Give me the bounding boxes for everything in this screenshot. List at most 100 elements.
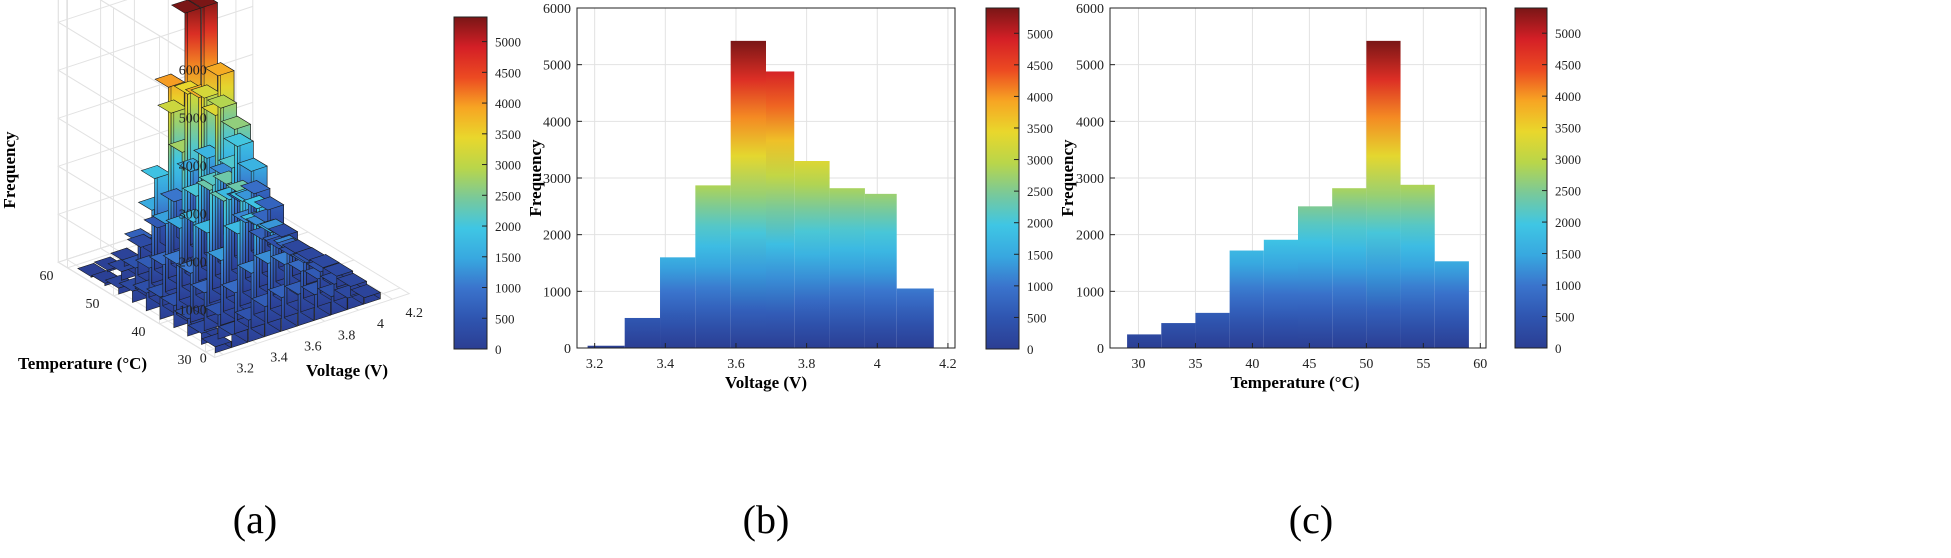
colorbar-tick-label: 4500	[495, 65, 521, 80]
histogram-bar	[1400, 184, 1435, 348]
histogram-bar	[766, 71, 795, 348]
y-tick-label: 4000	[1076, 115, 1104, 130]
histogram-bar	[660, 257, 696, 348]
colorbar-tick-label: 2000	[1027, 216, 1053, 231]
z-tick-label: 3000	[179, 207, 207, 222]
histogram-bar	[624, 317, 661, 348]
histogram-bar	[587, 345, 625, 348]
y-tick-label: 30	[178, 353, 192, 368]
x-tick-label: 35	[1188, 357, 1202, 372]
bar3d-top-face	[239, 180, 271, 195]
histogram-bar	[1298, 206, 1333, 348]
panel-b-xlabel: Voltage (V)	[725, 373, 807, 392]
z-tick-label: 0	[200, 351, 207, 366]
colorbar-tick-label: 2500	[495, 188, 521, 203]
panel-a-colorbar: 0 500 1000 1500 2000 2500 3000 3500 4000 4500 5000	[453, 16, 521, 357]
grid-line	[66, 0, 224, 356]
x-tick-label: 4	[377, 317, 384, 332]
y-tick-label: 1000	[543, 285, 571, 300]
bar3d-top-face	[267, 223, 299, 238]
z-tick-label: 6000	[179, 63, 207, 78]
panel-b-label: (b)	[743, 497, 790, 542]
y-tick-label: 6000	[1076, 2, 1104, 17]
x-tick-label: 3.6	[304, 339, 322, 354]
grid-line	[99, 0, 215, 70]
colorbar-tick-label: 1500	[495, 250, 521, 265]
colorbar-tick-label: 4500	[1027, 58, 1053, 73]
panel-b-ylabel: Frequency	[526, 139, 545, 217]
colorbar-tick-label: 0	[1027, 342, 1034, 357]
x-tick-label: 3.2	[586, 357, 604, 372]
y-tick-label: 2000	[1076, 229, 1104, 244]
colorbar-tick-label: 2500	[1555, 184, 1581, 199]
y-tick-label: 4000	[543, 115, 571, 130]
x-tick-label: 4.2	[939, 357, 957, 372]
y-tick-label: 0	[1097, 342, 1104, 357]
histogram-bar	[1263, 239, 1298, 348]
x-tick-label: 3.4	[657, 357, 675, 372]
bar3d-top-face	[126, 233, 158, 248]
bar3d-top-face	[237, 157, 268, 172]
x-tick-label: 30	[1131, 357, 1145, 372]
y-tick-label: 0	[564, 342, 571, 357]
histogram-bar	[1127, 334, 1162, 348]
bar3d-top-face	[170, 0, 202, 14]
panel-c-plot: 0 1000 2000 3000 4000 5000 6000 30 35 40 45 50 55 60	[1076, 2, 1487, 372]
y-tick-label: 5000	[1076, 59, 1104, 74]
panel-c-colorbar: 0 500 1000 1500 2000 2500 3000 3500 4000 4500 5000	[1514, 7, 1581, 356]
colorbar-tick-label: 3000	[495, 158, 521, 173]
panel-a-zlabel: Frequency	[0, 131, 19, 209]
histogram-bar	[1366, 40, 1401, 348]
histogram-bar	[1229, 250, 1264, 348]
histogram-bar	[730, 40, 766, 348]
bar3d-top-face	[350, 284, 382, 299]
x-tick-label: 4.2	[406, 306, 424, 321]
z-tick-label: 4000	[179, 159, 207, 174]
colorbar-gradient	[453, 16, 488, 350]
colorbar-tick-label: 500	[495, 311, 515, 326]
bar3d-top-face	[154, 73, 185, 88]
x-tick-label: 3.2	[236, 362, 254, 377]
colorbar-tick-label: 0	[1555, 341, 1562, 356]
panel-c-ylabel: Frequency	[1058, 139, 1077, 217]
colorbar-tick-label: 3500	[1555, 121, 1581, 136]
x-tick-label: 3.8	[338, 328, 356, 343]
histogram-bar	[695, 185, 731, 348]
colorbar-tick-label: 2000	[1555, 215, 1581, 230]
z-tick-label: 1000	[179, 303, 207, 318]
colorbar-tick-label: 500	[1555, 310, 1575, 325]
y-tick-label: 3000	[543, 172, 571, 187]
x-tick-label: 55	[1416, 357, 1430, 372]
panel-b-colorbar: 0 500 1000 1500 2000 2500 3000 3500 4000 4500 5000	[985, 7, 1053, 357]
panel-b-plot: 0 1000 2000 3000 4000 5000 6000 3.2 3.4 3.6 3.8 4 4.…	[543, 2, 957, 372]
colorbar-tick-label: 3500	[495, 127, 521, 142]
colorbar-tick-label: 4000	[1027, 89, 1053, 104]
y-tick-label: 60	[40, 269, 54, 284]
panel-a-ylabel: Temperature (°C)	[18, 354, 147, 373]
bar3d-top-face	[206, 94, 238, 109]
z-tick-label: 2000	[179, 255, 207, 270]
bar3d-top-face	[223, 132, 255, 147]
y-tick-label: 2000	[543, 229, 571, 244]
panel-c-label: (c)	[1289, 497, 1333, 542]
y-tick-label: 50	[86, 297, 100, 312]
colorbar-tick-label: 1500	[1027, 247, 1053, 262]
bar3d-top-face	[188, 0, 219, 9]
bar3d-top-face	[140, 165, 172, 180]
colorbar-tick-label: 5000	[1555, 26, 1581, 41]
histogram-bar	[1161, 323, 1196, 348]
panel-c-xlabel: Temperature (°C)	[1230, 373, 1359, 392]
x-tick-label: 3.4	[270, 351, 288, 366]
x-tick-label: 60	[1473, 357, 1487, 372]
colorbar-tick-label: 1000	[495, 281, 521, 296]
bar3d-top-face	[308, 254, 340, 268]
colorbar-tick-label: 3000	[1555, 152, 1581, 167]
bar3d-top-face	[190, 84, 221, 99]
histogram-bar	[829, 188, 865, 348]
panel-a-label: (a)	[233, 497, 277, 542]
grid-line	[57, 0, 215, 118]
bar3d-top-face	[220, 115, 252, 130]
